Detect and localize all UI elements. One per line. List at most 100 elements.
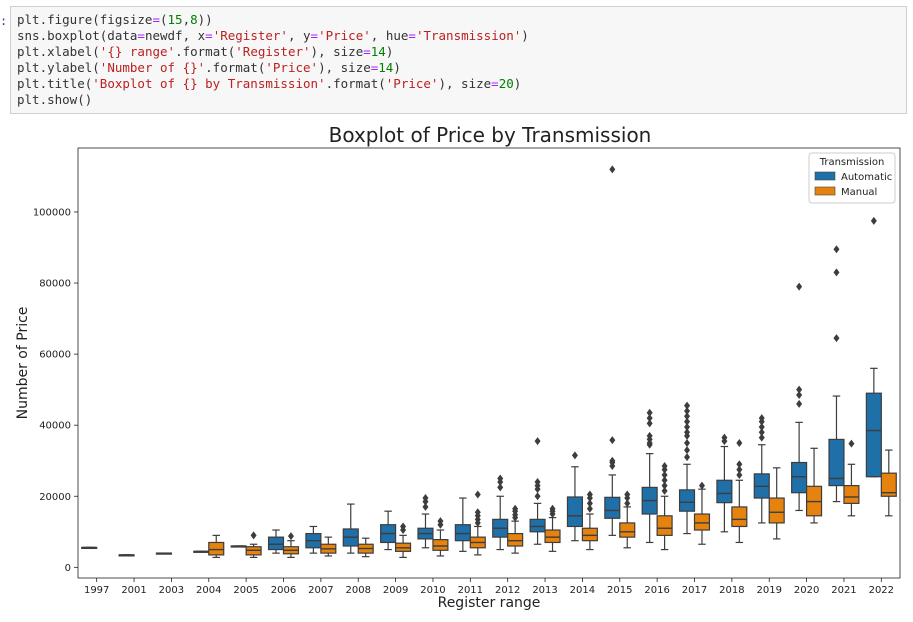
box-manual-2007 [320,536,337,557]
box-iqr [880,472,897,497]
box-automatic-2010 [417,494,434,549]
code-token: plt.show() [17,92,93,107]
box-automatic-2015 [604,165,621,536]
box-iqr [828,438,845,487]
box-automatic-2004 [193,550,210,553]
outlier-point [661,476,668,485]
x-tick-label: 2016 [644,585,669,596]
outlier-point [422,494,429,503]
box-automatic-2011 [454,497,471,552]
outlier-point [833,268,840,277]
legend-title: Transmission [819,157,885,168]
box-manual-2018 [731,438,748,544]
code-token: 15 [167,12,183,27]
code-token: '{} range' [99,44,176,59]
box-iqr [768,497,785,524]
y-axis: 0 20000 40000 60000 80000 100000 [33,207,78,574]
box-automatic-2018 [716,433,733,533]
outlier-point [287,532,294,541]
outlier-point [534,492,541,501]
code-line: plt.title('Boxplot of {} by Transmission… [17,76,521,91]
box-manual-2005 [245,531,262,558]
outlier-point [250,531,257,540]
outlier-point [684,446,691,455]
outlier-point [586,504,593,513]
code-token: = [363,44,371,59]
box-manual-2020 [805,447,823,524]
outlier-point [758,414,765,423]
outlier-point [474,490,481,499]
code-line: plt.show() [17,92,92,107]
x-tick-label: 2004 [196,585,221,596]
box-iqr [693,513,711,531]
code-token: = [408,28,416,43]
box-automatic-2008 [342,503,359,554]
code-cell[interactable]: plt.figure(figsize=(15,8)) sns.boxplot(d… [10,6,907,114]
outlier-point [736,460,743,469]
box-iqr [678,489,696,512]
box-iqr [843,485,860,504]
code-token: 'Price' [265,60,319,75]
code-token: = [137,28,145,43]
code-lines: plt.figure(figsize=(15,8)) sns.boxplot(d… [17,12,529,108]
outlier-point [646,408,653,417]
box-manual-2014 [581,490,598,551]
code-token: plt.xlabel( [17,44,100,59]
x-tick-label: 2010 [420,585,445,596]
y-tick-label: 0 [65,563,71,574]
outlier-point [736,465,743,474]
code-token: , [182,12,191,27]
x-tick-label: 2006 [271,585,296,596]
code-token: )) [197,12,213,27]
outlier-point [661,462,668,471]
legend-swatch-automatic [814,171,836,181]
outlier-point [684,406,691,415]
box-automatic-2022 [865,216,882,478]
code-token: ) [385,44,394,59]
boxes-layer [81,165,897,558]
x-tick-label: 2001 [121,585,146,596]
code-token: .format( [175,44,236,59]
box-iqr [267,536,285,551]
x-tick-label: 2020 [794,585,819,596]
box-iqr [604,496,621,519]
code-token: ), size [438,76,492,91]
box-automatic-2007 [305,525,322,554]
box-manual-2010 [432,517,449,557]
box-manual-2016 [656,462,673,551]
box-automatic-1997 [81,546,98,550]
code-line: sns.boxplot(data=newdf, x='Register', y=… [17,28,529,43]
outlier-point [833,334,840,343]
box-iqr [731,506,748,528]
box-iqr [529,518,546,533]
x-tick-label: 2008 [346,585,371,596]
outlier-point [684,422,691,431]
outlier-point [684,417,691,426]
code-token: = [205,28,213,43]
y-tick-label: 40000 [39,421,71,432]
chart-title: Boxplot of Price by Transmission [329,123,652,147]
box-automatic-2009 [380,510,397,551]
x-tick-label: 2018 [719,585,744,596]
outlier-point [422,502,429,511]
x-tick-label: 1997 [84,585,109,596]
outlier-point [684,428,691,437]
outlier-point [609,436,616,445]
box-iqr [566,496,584,528]
legend-label-manual: Manual [841,187,877,198]
code-token: ), size [318,60,371,75]
legend-label-automatic: Automatic [841,172,892,183]
code-line: plt.xlabel('{} range'.format('Register')… [17,44,393,59]
box-automatic-2019 [753,414,770,524]
code-token: ), size [310,44,364,59]
box-iqr [716,479,733,504]
box-automatic-2006 [267,529,285,554]
box-automatic-2003 [155,552,173,555]
code-token: 'Register' [212,28,288,43]
box-manual-2021 [843,439,860,517]
outlier-point [684,412,691,421]
x-tick-label: 2022 [869,585,894,596]
code-token: sns.boxplot(data [17,28,138,43]
x-tick-label: 2017 [682,585,707,596]
legend-swatch-manual [814,186,836,196]
